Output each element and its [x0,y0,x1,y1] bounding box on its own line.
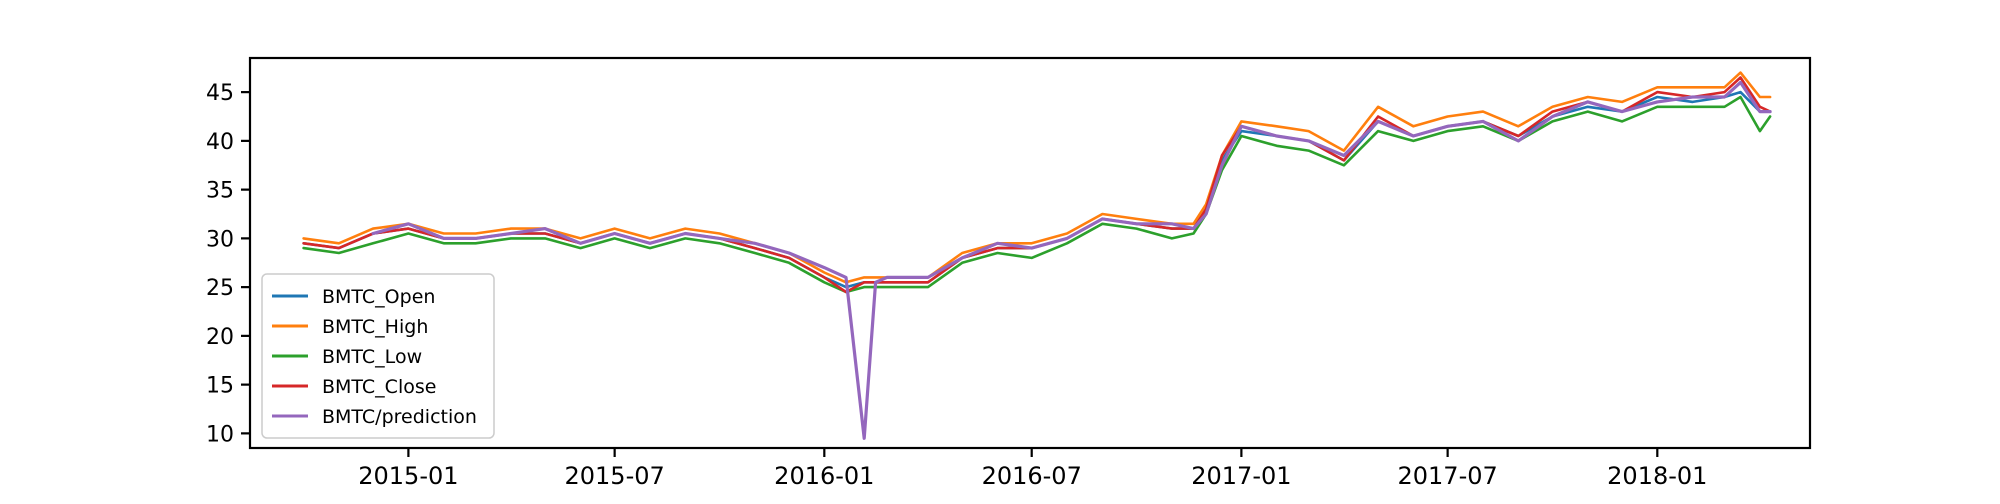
x-tick-label: 2016-01 [774,462,874,490]
x-tick-label: 2015-07 [565,462,665,490]
x-tick-label: 2016-07 [982,462,1082,490]
y-axis: 10 15 20 25 30 35 40 45 [206,81,250,447]
y-tick-label: 40 [206,130,234,155]
legend-label: BMTC_Close [322,376,436,398]
x-tick-label: 2018-01 [1607,462,1707,490]
x-tick-label: 2015-01 [358,462,458,490]
legend-label: BMTC_Open [322,286,435,308]
legend-label: BMTC_Low [322,346,422,368]
y-tick-label: 10 [206,422,234,447]
y-tick-label: 15 [206,374,234,399]
x-tick-label: 2017-01 [1191,462,1291,490]
y-tick-label: 20 [206,325,234,350]
y-tick-label: 35 [206,179,234,204]
y-tick-label: 30 [206,227,234,252]
y-tick-label: 45 [206,81,234,106]
series-line-bmtc-prediction [371,80,1772,440]
legend: BMTC_Open BMTC_High BMTC_Low BMTC_Close BMTC… [261,273,495,439]
series-line-bmtc-low [302,95,1772,294]
x-tick-label: 2017-07 [1397,462,1497,490]
legend-label: BMTC/prediction [322,406,477,428]
series-layer [302,71,1772,440]
y-tick-label: 25 [206,276,234,301]
legend-box [261,273,495,439]
x-axis: 2015-01 2015-07 2016-01 2016-07 2017-01 2017-… [358,448,1707,490]
legend-label: BMTC_High [322,316,428,338]
series-line-bmtc-high [302,71,1772,284]
